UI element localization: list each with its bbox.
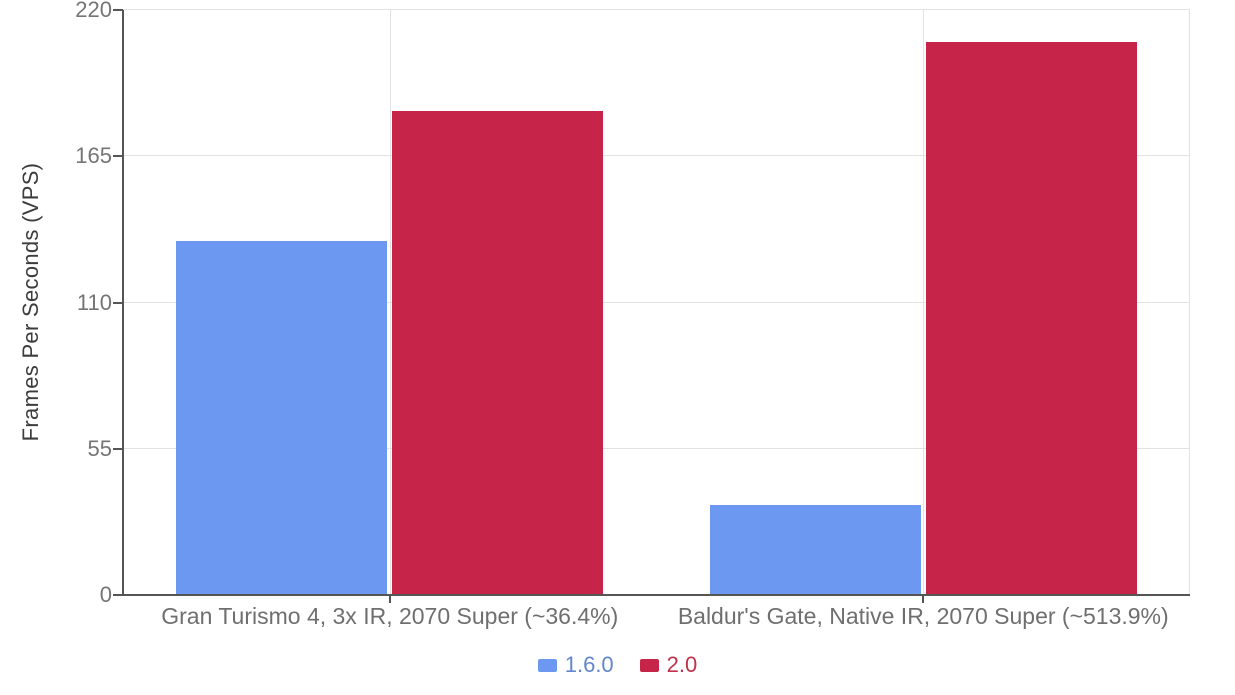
bar-1-6-0-category-2[interactable] (709, 504, 921, 595)
legend-swatch-1-6-0 (537, 658, 557, 672)
gridline-y-110 (123, 301, 1190, 303)
y-tick-label-0: 0 (99, 582, 112, 607)
plot-area (122, 9, 1190, 596)
gridline-y-220 (123, 9, 1190, 10)
gridline-y-55 (123, 447, 1190, 449)
legend-item-2-0[interactable]: 2.0 (639, 652, 698, 678)
y-tick-55 (113, 447, 123, 450)
gridline-y-165 (123, 155, 1190, 157)
x-axis-baseline (122, 594, 1190, 596)
y-tick-220 (113, 9, 123, 11)
y-tick-label-165: 165 (75, 143, 112, 169)
y-tick-label-110: 110 (76, 289, 112, 315)
y-axis-line (122, 10, 124, 595)
gridline-x-category-2 (923, 10, 925, 595)
y-tick-label-220: 220 (75, 0, 112, 22)
legend-swatch-2-0 (639, 658, 659, 672)
bar-2-0-category-2[interactable] (925, 41, 1137, 595)
legend-label-2-0: 2.0 (666, 652, 698, 677)
x-tick-category-2 (922, 596, 925, 603)
y-tick-165 (113, 155, 123, 158)
legend-label-1-6-0: 1.6.0 (564, 652, 614, 677)
legend: 1.6.0 2.0 (0, 652, 1235, 678)
legend-item-1-6-0[interactable]: 1.6.0 (537, 652, 614, 678)
bar-1-6-0-category-1[interactable] (176, 241, 388, 595)
y-tick-0 (113, 594, 123, 596)
category-label-2: Baldur's Gate, Native IR, 2070 Super (~5… (677, 603, 1169, 629)
gridline-x-right-edge (1189, 10, 1190, 595)
bar-2-0-category-1[interactable] (392, 111, 604, 595)
y-tick-label-55: 55 (87, 435, 112, 461)
y-tick-110 (113, 301, 123, 304)
x-tick-category-1 (388, 596, 391, 603)
category-label-1: Gran Turismo 4, 3x IR, 2070 Super (~36.4… (161, 603, 619, 629)
gridline-x-category-1 (389, 10, 391, 595)
